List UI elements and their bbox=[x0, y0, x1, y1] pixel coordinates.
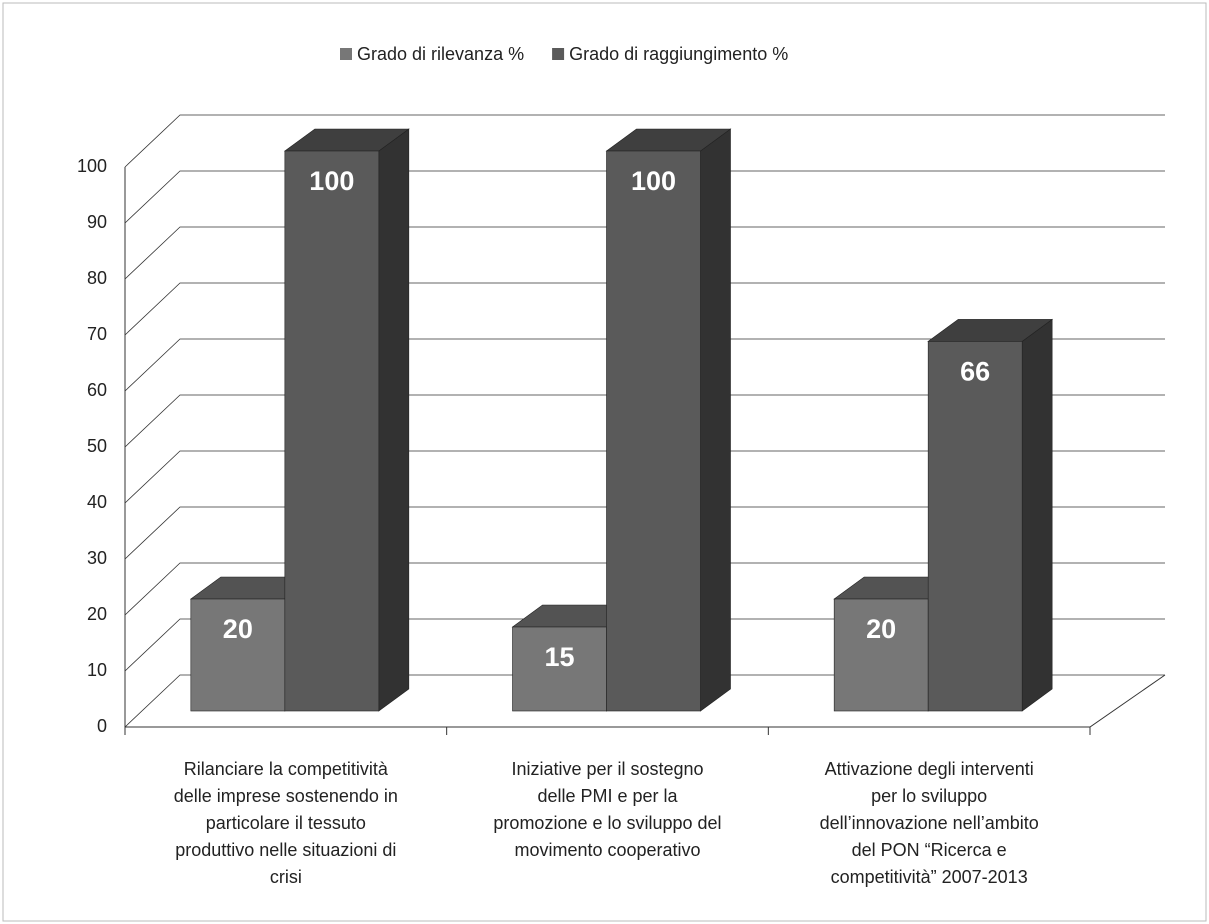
bar bbox=[927, 341, 1023, 712]
y-tick-label: 20 bbox=[87, 604, 107, 624]
legend-label: Grado di rilevanza % bbox=[357, 44, 524, 64]
legend-label: Grado di raggiungimento % bbox=[569, 44, 788, 64]
data-label: 20 bbox=[866, 614, 896, 644]
bar bbox=[284, 150, 380, 712]
y-tick-label: 10 bbox=[87, 660, 107, 680]
grid-line bbox=[124, 114, 1165, 168]
bar bbox=[833, 598, 929, 712]
data-label: 15 bbox=[544, 642, 574, 672]
data-label: 100 bbox=[309, 166, 354, 196]
grid-line bbox=[124, 562, 1165, 616]
y-tick-label: 80 bbox=[87, 268, 107, 288]
bar-side bbox=[378, 128, 410, 712]
grid-line bbox=[124, 338, 1165, 392]
bar-side bbox=[1021, 318, 1053, 712]
y-tick-label: 70 bbox=[87, 324, 107, 344]
bar-side bbox=[700, 128, 731, 712]
bar bbox=[190, 598, 286, 712]
y-tick-label: 90 bbox=[87, 212, 107, 232]
grid-line bbox=[124, 506, 1165, 560]
data-label: 66 bbox=[960, 357, 990, 387]
y-tick-label: 60 bbox=[87, 380, 107, 400]
grid-line bbox=[124, 226, 1165, 280]
data-label: 100 bbox=[631, 166, 676, 196]
x-tick-label: Attivazione degli interventi per lo svil… bbox=[819, 759, 1039, 887]
grid-line bbox=[124, 450, 1165, 504]
legend-swatch bbox=[340, 48, 352, 60]
legend-swatch bbox=[552, 48, 565, 60]
bar bbox=[606, 150, 701, 712]
grid-line bbox=[124, 282, 1165, 336]
y-tick-label: 40 bbox=[87, 492, 107, 512]
grid-line bbox=[124, 170, 1165, 224]
x-tick-label: Iniziative per il sostegno delle PMI e p… bbox=[493, 759, 722, 860]
grid-line bbox=[124, 394, 1165, 448]
data-label: 20 bbox=[223, 614, 253, 644]
bar bbox=[512, 626, 607, 712]
y-tick-label: 50 bbox=[87, 436, 107, 456]
y-tick-label: 100 bbox=[77, 156, 107, 176]
y-tick-label: 0 bbox=[97, 716, 107, 736]
y-tick-label: 30 bbox=[87, 548, 107, 568]
x-tick-label: Rilanciare la competitività delle impres… bbox=[173, 759, 398, 887]
